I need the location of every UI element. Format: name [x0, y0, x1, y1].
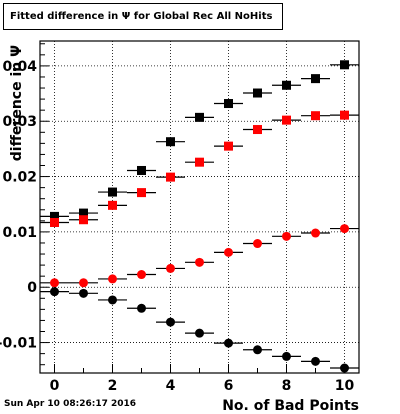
data-point [137, 270, 146, 280]
data-point [50, 278, 59, 288]
y-axis-label: difference in Ψ [9, 45, 25, 161]
data-point [108, 295, 117, 305]
data-point [282, 80, 291, 90]
data-point [166, 317, 175, 327]
y-tick-labels: -0.01 0 0.01 0.02 0.03 0.04 [0, 59, 37, 352]
data-point [195, 112, 204, 122]
data-point [311, 228, 320, 238]
x-tick-label: 4 [166, 378, 176, 394]
data-point [195, 257, 204, 267]
data-point [50, 287, 59, 297]
data-point [137, 303, 146, 313]
y-tick-label: -0.01 [0, 336, 37, 352]
data-point [108, 187, 117, 197]
data-point [108, 274, 117, 284]
data-point [253, 239, 262, 249]
data-point [340, 60, 349, 70]
data-point [166, 172, 175, 182]
data-point [50, 217, 59, 227]
data-point [282, 115, 291, 125]
y-tick-label: 0.03 [2, 114, 37, 130]
x-axis-label: No. of Bad Points [222, 398, 359, 414]
data-point [311, 356, 320, 366]
data-point [253, 125, 262, 135]
data-point [224, 141, 233, 151]
series-2 [40, 224, 359, 288]
y-tick-label: 0.04 [2, 59, 37, 75]
data-point [340, 363, 349, 373]
data-point [166, 137, 175, 147]
data-point [137, 188, 146, 198]
data-point [79, 288, 88, 298]
series-0 [40, 60, 359, 221]
data-point [311, 74, 320, 84]
data-point [79, 215, 88, 225]
data-point [137, 165, 146, 175]
data-point [224, 247, 233, 257]
plot-title: Fitted difference in Ψ for Global Rec Al… [10, 11, 273, 22]
x-tick-labels: 0 2 4 6 8 10 [50, 378, 355, 394]
y-tick-label: 0.02 [2, 170, 37, 186]
data-point [79, 278, 88, 288]
data-point [224, 338, 233, 348]
grid [40, 41, 359, 373]
data-point [282, 231, 291, 241]
data-point [340, 224, 349, 234]
data-point [50, 211, 59, 221]
data-point [340, 110, 349, 120]
data-point [282, 351, 291, 361]
plot-title-box: Fitted difference in Ψ for Global Rec Al… [3, 3, 283, 30]
series-3 [40, 287, 359, 373]
y-tick-label: 0.01 [2, 225, 37, 241]
plot-frame [39, 40, 360, 374]
x-tick-label: 8 [282, 378, 292, 394]
data-point [253, 345, 262, 355]
data-point [166, 263, 175, 273]
date-stamp: Sun Apr 10 08:26:17 2016 [4, 399, 137, 409]
x-tick-label: 2 [108, 378, 118, 394]
data-marks [40, 60, 359, 373]
x-tick-label: 10 [335, 378, 355, 394]
data-point [195, 328, 204, 338]
data-point [311, 111, 320, 121]
data-point [253, 88, 262, 98]
series-1 [40, 110, 359, 227]
y-tick-label: 0 [27, 280, 37, 296]
data-point [108, 200, 117, 210]
axis-ticks [40, 43, 345, 373]
data-point [195, 157, 204, 167]
data-point [79, 208, 88, 218]
data-point [224, 99, 233, 109]
x-tick-label: 6 [224, 378, 234, 394]
x-tick-label: 0 [50, 378, 60, 394]
